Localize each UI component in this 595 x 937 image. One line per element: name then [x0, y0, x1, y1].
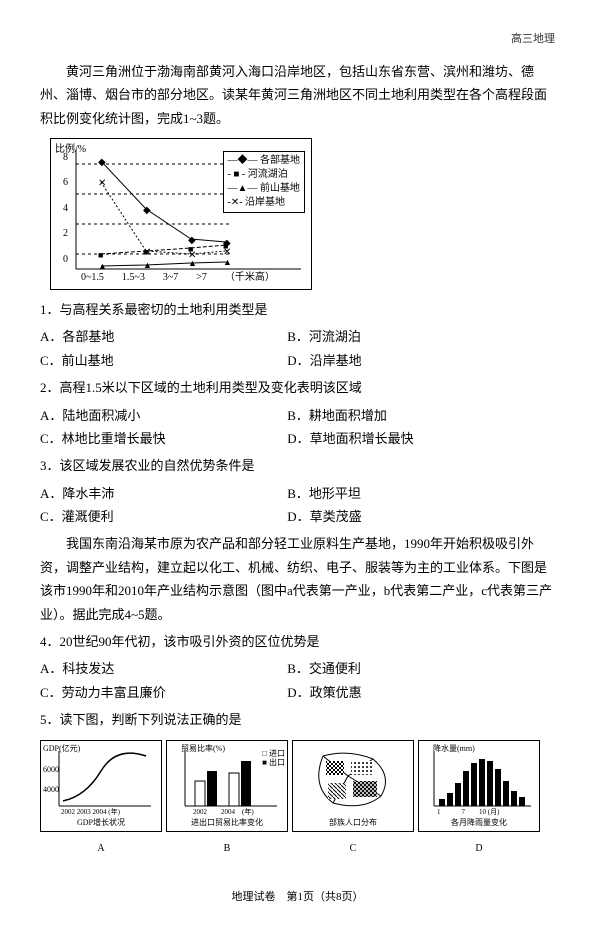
svg-text:■: ■ [98, 250, 103, 260]
chart1-yticks: 02468 [63, 149, 68, 269]
chart2-row: GDP(亿元) 6000 4000 2002 2003 2004 (年) GDP… [40, 740, 555, 832]
intro2: 我国东南沿海某市原为农产品和部分轻工业原料生产基地，1990年开始积极吸引外资，… [40, 532, 555, 626]
chart2-labels: ABCD [40, 840, 555, 858]
svg-text:✕: ✕ [143, 247, 151, 258]
q5-stem: 5．读下图，判断下列说法正确的是 [40, 708, 555, 731]
svg-text:◆: ◆ [143, 205, 151, 216]
legend-2: —▲— 前山基地 [228, 182, 301, 196]
intro1: 黄河三角洲位于渤海南部黄河入海口沿岸地区，包括山东省东营、滨州和潍坊、德州、淄博… [40, 60, 555, 130]
chart2-b-legend: □ 进口■ 出口 [262, 749, 285, 768]
chart2-d: 降水量(mm) 1 7 10 (月) 各月降雨量变化 [418, 740, 540, 832]
legend-1: - ■ - 河流湖泊 [228, 168, 301, 182]
q1-stem: 1．与高程关系最密切的土地利用类型是 [40, 298, 555, 321]
chart2-b: 贸易比率(%) □ 进口■ 出口 2002 2004 (年) 进出口贸易比率变化 [166, 740, 288, 832]
svg-text:✕: ✕ [98, 178, 106, 189]
q3-stem: 3．该区域发展农业的自然优势条件是 [40, 454, 555, 477]
page-header: 高三地理 [40, 30, 555, 50]
q1-opts: A．各部基地B．河流湖泊C．前山基地D．沿岸基地 [40, 325, 555, 372]
chart1-xlabel: （千米高） [225, 269, 275, 287]
q4-opts: A．科技发达B．交通便利C．劳动力丰富且廉价D．政策优惠 [40, 657, 555, 704]
legend-3: -✕- 沿岸基地 [228, 196, 301, 210]
chart2-a: GDP(亿元) 6000 4000 2002 2003 2004 (年) GDP… [40, 740, 162, 832]
chart1-legend: —◆— 各部基地 - ■ - 河流湖泊 —▲— 前山基地 -✕- 沿岸基地 [223, 151, 306, 213]
chart2-a-title: GDP增长状况 [41, 816, 161, 830]
q2-stem: 2．高程1.5米以下区域的土地利用类型及变化表明该区域 [40, 376, 555, 399]
chart1: 比例/% ◆◆◆◆ ■■■■ ▲▲▲▲ ✕✕✕✕ —◆— 各部基地 - ■ - … [50, 138, 312, 290]
svg-text:✕: ✕ [188, 250, 196, 261]
svg-text:✕: ✕ [223, 247, 231, 258]
svg-text:◆: ◆ [98, 157, 106, 168]
chart2-c: 部族人口分布 [292, 740, 414, 832]
chart2-b-title: 进出口贸易比率变化 [167, 816, 287, 830]
chart1-xticks: 0~1.51.5~33~7>7 （千米高） [81, 269, 275, 287]
chart2-c-title: 部族人口分布 [293, 816, 413, 830]
chart2-d-title: 各月降雨量变化 [419, 816, 539, 830]
legend-0: —◆— 各部基地 [228, 154, 301, 168]
chart1-ylabel: 比例/% [55, 141, 86, 159]
q4-stem: 4．20世纪90年代初，该市吸引外资的区位优势是 [40, 630, 555, 653]
svg-text:▲: ▲ [223, 257, 232, 267]
q3-opts: A．降水丰沛B．地形平坦C．灌溉便利D．草类茂盛 [40, 482, 555, 529]
page-footer: 地理试卷 第1页（共8页） [40, 888, 555, 908]
q2-opts: A．陆地面积减小B．耕地面积增加C．林地比重增长最快D．草地面积增长最快 [40, 404, 555, 451]
